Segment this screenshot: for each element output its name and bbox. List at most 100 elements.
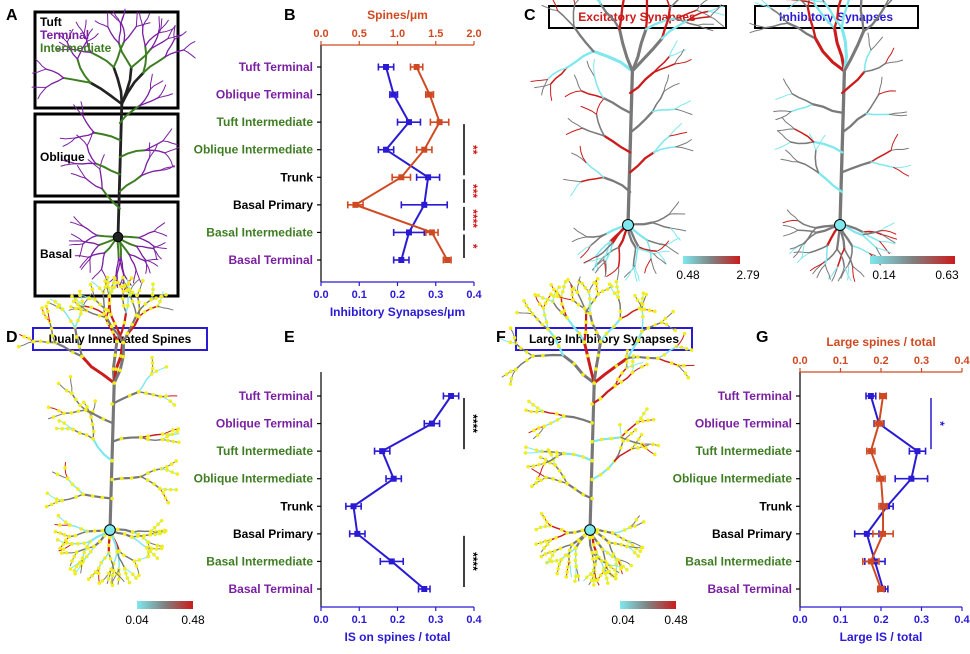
spine-marker [146,434,150,438]
dendrite-branch [80,101,84,117]
spine-marker [595,528,600,532]
spine-marker [131,572,135,577]
spine-marker [598,339,603,344]
dendrite-branch [157,84,167,99]
x-tick-label: 0.4 [954,614,970,626]
dendrite-branch [656,240,670,252]
spine-marker [120,476,124,481]
dendrite-branch [571,236,588,243]
spine-marker [573,487,577,491]
spine-marker [111,281,116,285]
spine-marker [545,297,550,302]
dendrite-branch [81,493,114,500]
x-tick-label: 0.2 [390,289,405,301]
spine-marker [164,365,169,369]
dendrite-branch [120,22,126,43]
spine-marker [76,318,80,323]
dendrite-branch [112,340,125,385]
data-point [421,146,428,153]
x-top-tick-label: 0.5 [352,28,367,40]
spine-marker [115,550,119,554]
dendrite-branch [70,48,92,54]
spine-marker [619,380,624,384]
data-point [880,393,887,399]
dendrite-branch [63,409,87,414]
dendrite-branch [675,138,692,148]
dendrite-branch [142,13,150,28]
dendrite-branch [70,392,87,411]
dendrite-branch [620,421,639,438]
dendrite-branch [628,541,641,552]
spine-marker [673,328,677,333]
dendrite-branch [865,112,891,116]
dendrite-branch [570,284,574,301]
dendrite-branch [807,0,810,9]
dendrite-branch [550,83,553,101]
data-point [379,448,386,455]
apical-trunk [838,70,847,226]
significance-label: * [933,421,947,426]
spine-marker [557,468,562,473]
dendrite-branch [68,524,88,533]
spine-marker [151,287,155,292]
spine-marker [562,284,566,289]
dendrite-branch [803,227,817,245]
spine-marker [588,297,592,301]
spine-marker [555,418,560,422]
dendrite-branch [888,113,908,117]
dendrite-branch [70,221,84,227]
dendrite-branch [142,55,167,74]
spine-marker [74,335,79,339]
dendrite-branch [793,244,803,258]
spine-marker [107,543,111,548]
dendrite-branch [840,26,848,73]
dendrite-branch [637,246,658,253]
spine-marker [541,296,545,300]
spine-marker [512,336,517,340]
dendrite-branch [791,93,814,105]
dendrite-branch [594,570,600,586]
dendrite-branch [68,530,88,538]
spine-marker [686,375,691,380]
dendrite-branch [82,115,96,134]
spine-marker [531,354,535,358]
dendrite-branch [32,340,56,344]
chart-e: 0.0 0.1 0.2 0.3 0.4 IS on spines / total Tuft … [194,372,483,644]
dendrite-branch [86,28,94,43]
dendrite-branch [35,58,47,70]
spine-marker [31,339,36,344]
spine-marker [534,409,539,414]
spine-marker [127,287,132,292]
dendrite-branch [524,450,543,454]
spine-marker [584,320,588,324]
spine-marker [646,326,651,330]
data-point [383,64,390,70]
spine-marker [107,294,112,298]
spine-marker [609,436,614,441]
spine-marker [163,496,168,500]
dendrite-branch [129,293,138,317]
dendrite-branch [541,450,565,455]
dendrite-branch [567,117,584,129]
dendrite-branch [157,93,173,99]
spine-marker [594,367,598,371]
spine-marker [74,495,78,499]
dendrite-branch [140,436,164,442]
category-label: Basal Intermediate [685,554,792,568]
spine-marker [560,302,564,306]
excitatory-neuron-map [530,0,725,283]
dendrite-branch [583,310,588,344]
spine-marker [146,540,150,544]
dendrite-branch [793,128,815,143]
dendrite-branch [541,410,565,417]
spine-marker [645,362,649,367]
dendrite-branch [641,308,644,332]
dendrite-branch [543,452,565,465]
spine-marker [639,432,644,437]
spine-marker [559,310,564,315]
dendrite-branch [500,338,517,344]
spine-marker [73,571,77,576]
dendrite-branch [890,133,899,151]
spine-marker [87,296,92,301]
